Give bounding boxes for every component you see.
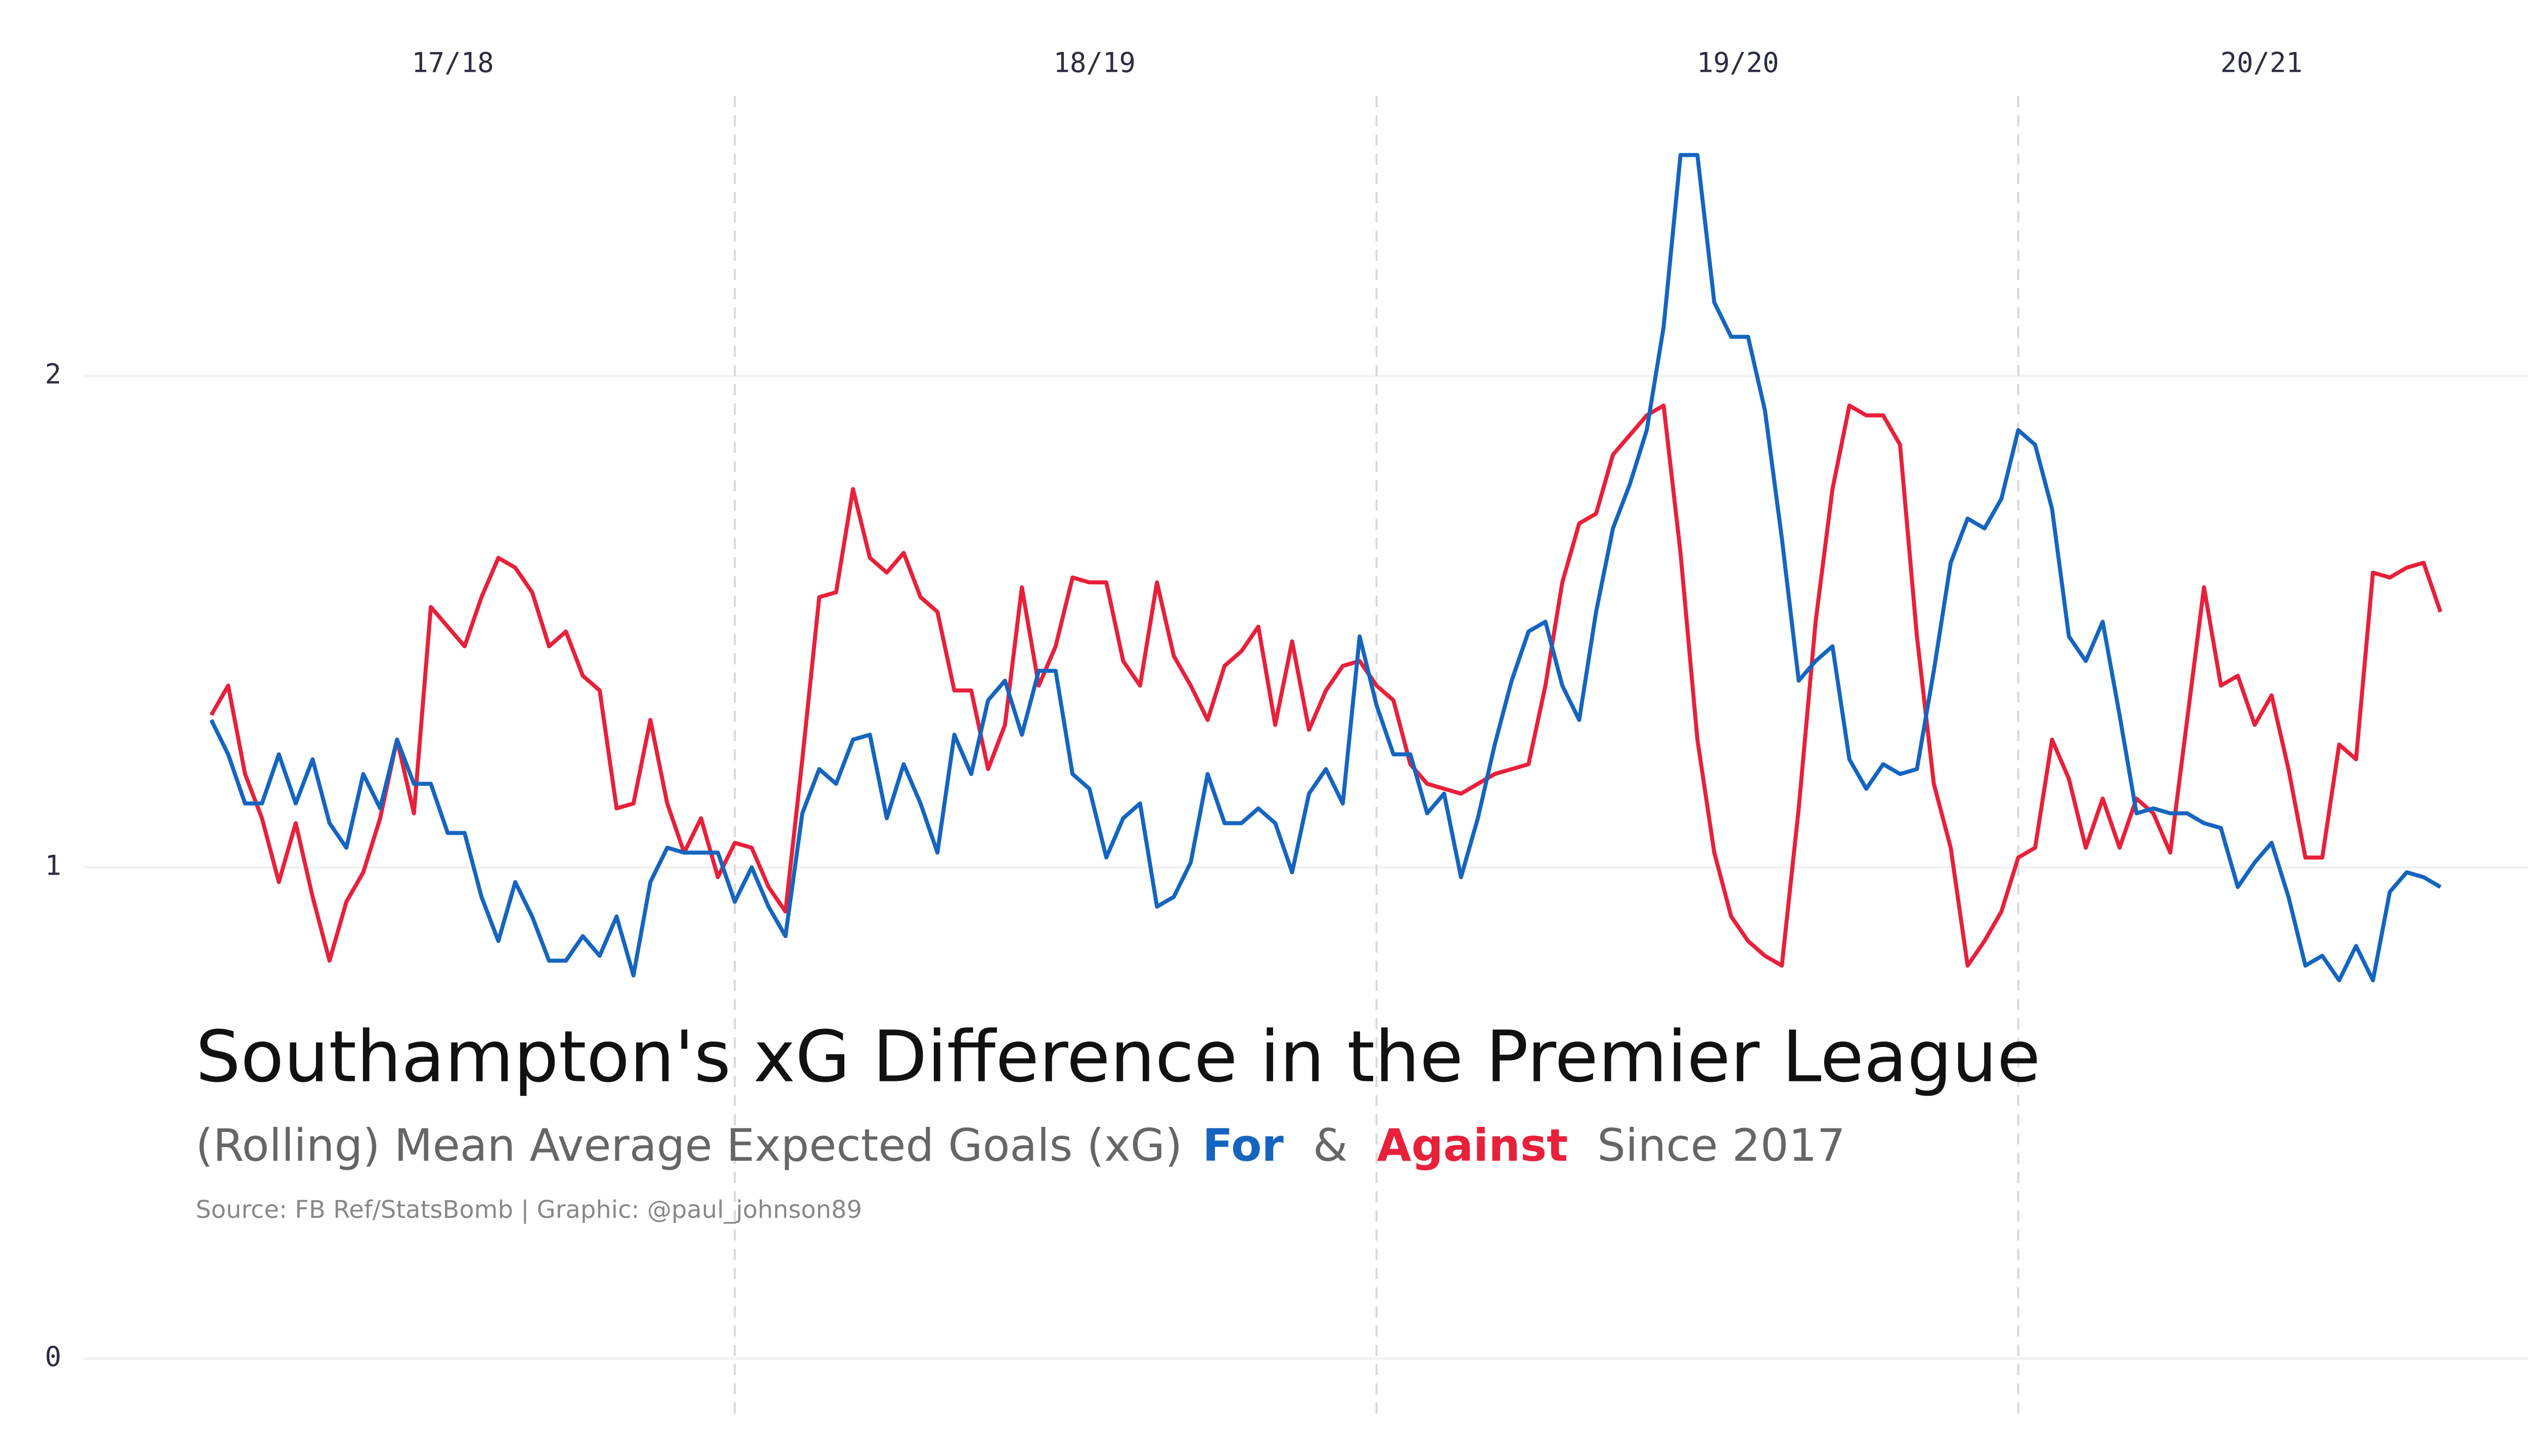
chart-subtitle: (Rolling) Mean Average Expected Goals (x…: [196, 1119, 1845, 1171]
grid-layer: 0 1 2 17/18 18/19 19/20 20/21: [45, 47, 2528, 1418]
x-tick-label: 19/20: [1697, 47, 1779, 79]
legend-entry: For: [1202, 1119, 1284, 1171]
chart-source: Source: FB Ref/StatsBomb | Graphic: @pau…: [196, 1196, 862, 1224]
chart-title: Southampton's xG Difference in the Premi…: [196, 1016, 2041, 1099]
data-line: [209, 403, 2443, 968]
y-tick-label: 0: [45, 1341, 62, 1373]
subtitle-text: (Rolling) Mean Average Expected Goals (x…: [196, 1119, 1182, 1171]
x-tick-label: 17/18: [412, 47, 494, 79]
line-layer: [209, 153, 2443, 983]
data-line: [209, 153, 2442, 983]
x-tick-label: 18/19: [1053, 47, 1136, 79]
subtitle-text: Since 2017: [1597, 1119, 1845, 1171]
subtitle-text: &: [1313, 1119, 1348, 1171]
x-tick-label: 20/21: [2221, 47, 2303, 79]
legend-entry: Against: [1377, 1119, 1568, 1171]
y-tick-label: 1: [45, 849, 62, 881]
y-tick-label: 2: [45, 358, 62, 390]
